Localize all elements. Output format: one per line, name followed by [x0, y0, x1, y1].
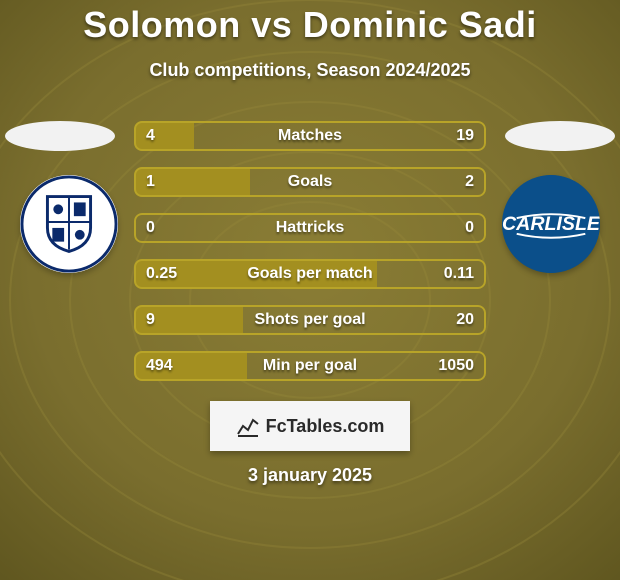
stat-row: 419Matches: [134, 121, 486, 151]
stat-bars: 419Matches 12Goals 00Hattricks 0.250.11Goal…: [134, 121, 486, 381]
subtitle: Club competitions, Season 2024/2025: [0, 60, 620, 81]
chart-icon: [236, 414, 260, 438]
stat-label: Matches: [134, 121, 486, 151]
tranmere-crest-icon: [20, 175, 118, 273]
stat-row: 12Goals: [134, 167, 486, 197]
stat-row: 4941050Min per goal: [134, 351, 486, 381]
stat-label: Goals per match: [134, 259, 486, 289]
page-title: Solomon vs Dominic Sadi: [0, 4, 620, 46]
content: Solomon vs Dominic Sadi Club competition…: [0, 0, 620, 580]
carlisle-crest-icon: CARLISLE: [502, 175, 600, 273]
comparison-stage: CARLISLE 419Matches 12Goals 00Hattricks 0.2…: [0, 121, 620, 381]
stat-row: 00Hattricks: [134, 213, 486, 243]
stat-label: Goals: [134, 167, 486, 197]
stat-label: Shots per goal: [134, 305, 486, 335]
pedestal-left: [5, 121, 115, 151]
stat-row: 0.250.11Goals per match: [134, 259, 486, 289]
stat-label: Min per goal: [134, 351, 486, 381]
brand-box[interactable]: FcTables.com: [210, 401, 410, 451]
pedestal-right: [505, 121, 615, 151]
brand-label: FcTables.com: [266, 416, 385, 437]
date-label: 3 january 2025: [0, 465, 620, 486]
club-logo-right: CARLISLE: [502, 175, 600, 273]
stat-row: 920Shots per goal: [134, 305, 486, 335]
svg-text:CARLISLE: CARLISLE: [502, 213, 600, 235]
club-logo-left: [20, 175, 118, 273]
stat-label: Hattricks: [134, 213, 486, 243]
